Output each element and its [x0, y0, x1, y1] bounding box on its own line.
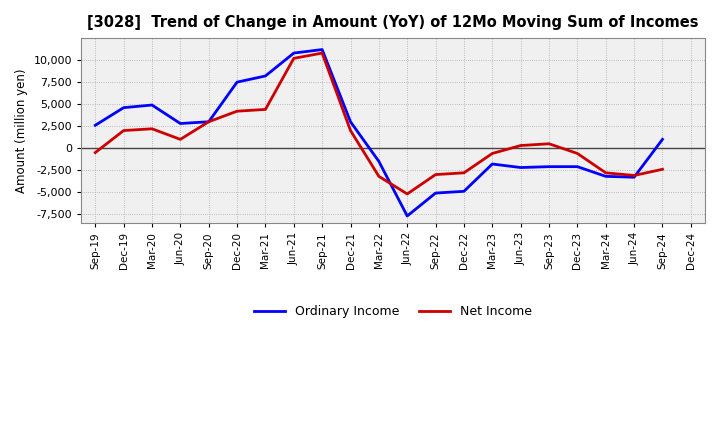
Ordinary Income	[545, 164, 554, 169]
Ordinary Income	[658, 137, 667, 142]
Ordinary Income	[630, 175, 639, 180]
Ordinary Income	[261, 73, 270, 79]
Ordinary Income	[374, 159, 383, 164]
Y-axis label: Amount (million yen): Amount (million yen)	[15, 68, 28, 193]
Line: Net Income: Net Income	[95, 53, 662, 194]
Net Income	[431, 172, 440, 177]
Ordinary Income	[403, 213, 412, 219]
Net Income	[346, 128, 355, 133]
Net Income	[120, 128, 128, 133]
Net Income	[403, 191, 412, 197]
Net Income	[91, 150, 99, 155]
Net Income	[488, 151, 497, 156]
Ordinary Income	[516, 165, 525, 170]
Net Income	[318, 51, 326, 56]
Net Income	[176, 137, 184, 142]
Ordinary Income	[488, 161, 497, 167]
Net Income	[545, 141, 554, 147]
Net Income	[374, 174, 383, 179]
Net Income	[658, 167, 667, 172]
Ordinary Income	[318, 47, 326, 52]
Ordinary Income	[148, 103, 156, 108]
Ordinary Income	[91, 123, 99, 128]
Ordinary Income	[459, 189, 468, 194]
Net Income	[289, 56, 298, 61]
Net Income	[459, 170, 468, 176]
Title: [3028]  Trend of Change in Amount (YoY) of 12Mo Moving Sum of Incomes: [3028] Trend of Change in Amount (YoY) o…	[87, 15, 699, 30]
Ordinary Income	[289, 51, 298, 56]
Ordinary Income	[601, 174, 610, 179]
Ordinary Income	[431, 191, 440, 196]
Ordinary Income	[204, 119, 213, 125]
Ordinary Income	[346, 119, 355, 125]
Net Income	[261, 107, 270, 112]
Net Income	[573, 151, 582, 156]
Net Income	[601, 170, 610, 176]
Net Income	[233, 109, 241, 114]
Ordinary Income	[233, 80, 241, 85]
Net Income	[516, 143, 525, 148]
Line: Ordinary Income: Ordinary Income	[95, 50, 662, 216]
Net Income	[204, 119, 213, 125]
Ordinary Income	[573, 164, 582, 169]
Net Income	[630, 173, 639, 178]
Ordinary Income	[176, 121, 184, 126]
Net Income	[148, 126, 156, 132]
Ordinary Income	[120, 105, 128, 110]
Legend: Ordinary Income, Net Income: Ordinary Income, Net Income	[249, 300, 537, 323]
